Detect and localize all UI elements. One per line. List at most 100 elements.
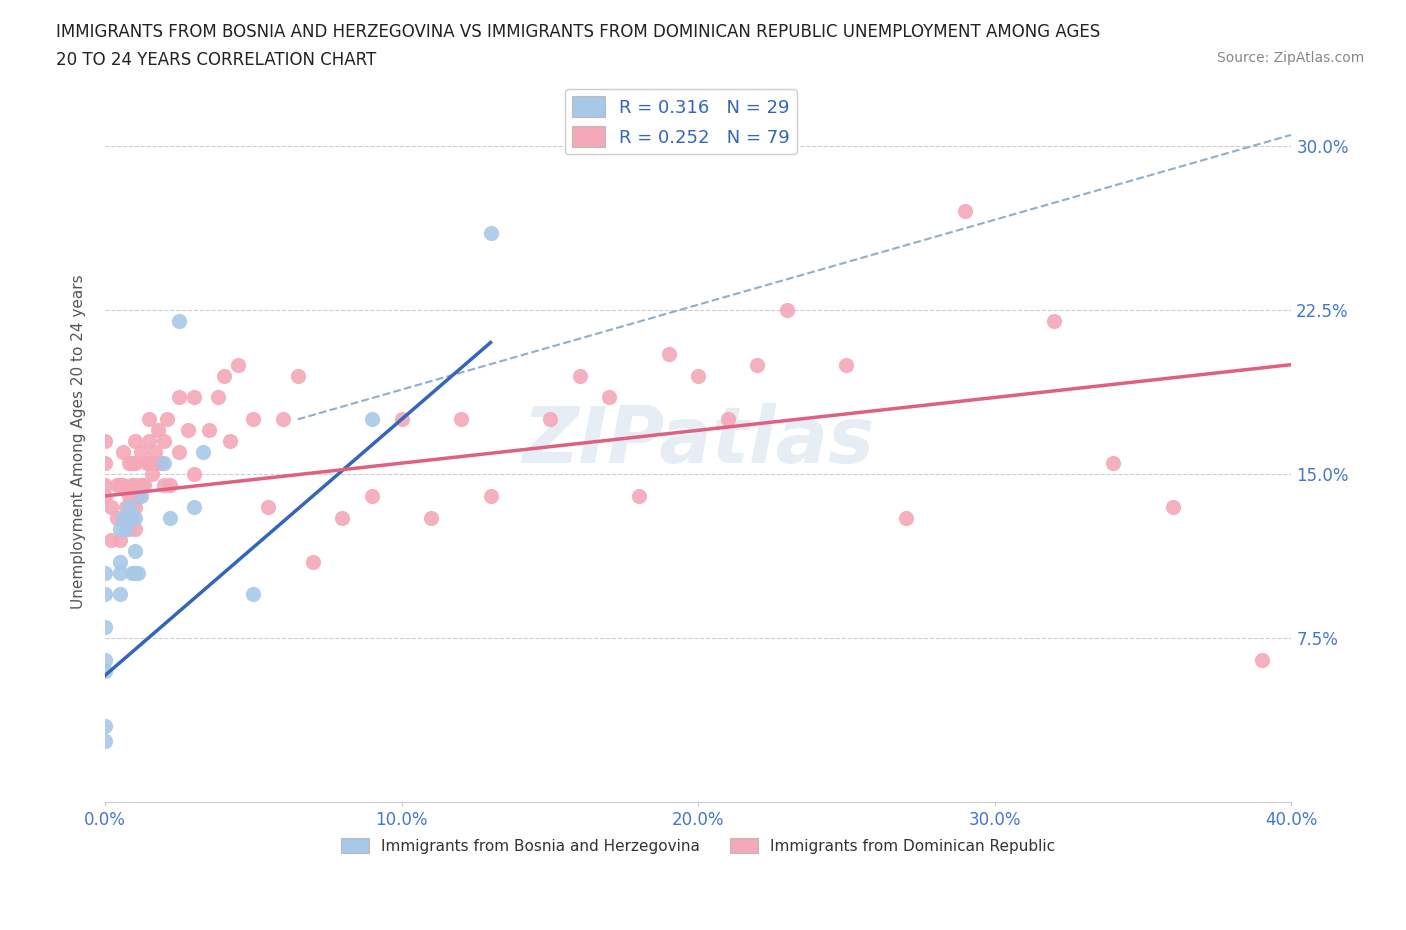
Point — [129, 445, 152, 459]
Point — [121, 456, 143, 471]
Point — [138, 456, 160, 471]
Point — [105, 511, 128, 525]
Point — [138, 433, 160, 448]
Point — [94, 734, 117, 749]
Point — [129, 478, 152, 493]
Point — [150, 456, 173, 471]
Point — [207, 390, 229, 405]
Point — [953, 204, 976, 219]
Point — [124, 565, 146, 580]
Point — [183, 499, 205, 514]
Point — [94, 456, 117, 471]
Point — [479, 226, 502, 241]
Point — [94, 478, 117, 493]
Point — [141, 467, 163, 482]
Point — [159, 478, 181, 493]
Y-axis label: Unemployment Among Ages 20 to 24 years: Unemployment Among Ages 20 to 24 years — [72, 274, 86, 608]
Point — [124, 478, 146, 493]
Point — [118, 499, 141, 514]
Text: Source: ZipAtlas.com: Source: ZipAtlas.com — [1216, 51, 1364, 65]
Point — [657, 346, 679, 361]
Point — [94, 620, 117, 635]
Point — [301, 554, 323, 569]
Point — [177, 423, 200, 438]
Point — [287, 368, 309, 383]
Point — [167, 390, 190, 405]
Point — [688, 368, 710, 383]
Point — [111, 478, 134, 493]
Point — [111, 511, 134, 525]
Point — [1250, 653, 1272, 668]
Point — [118, 488, 141, 503]
Point — [108, 554, 131, 569]
Point — [330, 511, 353, 525]
Point — [145, 445, 167, 459]
Point — [153, 456, 176, 471]
Point — [127, 488, 149, 503]
Point — [132, 478, 155, 493]
Point — [420, 511, 443, 525]
Point — [183, 467, 205, 482]
Point — [198, 423, 221, 438]
Legend: Immigrants from Bosnia and Herzegovina, Immigrants from Dominican Republic: Immigrants from Bosnia and Herzegovina, … — [335, 831, 1062, 859]
Point — [148, 423, 170, 438]
Point — [127, 565, 149, 580]
Point — [138, 412, 160, 427]
Point — [479, 488, 502, 503]
Point — [108, 478, 131, 493]
Point — [228, 357, 250, 372]
Point — [1043, 313, 1066, 328]
Point — [124, 456, 146, 471]
Point — [129, 488, 152, 503]
Point — [776, 302, 799, 317]
Point — [121, 511, 143, 525]
Text: ZIPatlas: ZIPatlas — [522, 404, 875, 479]
Point — [894, 511, 917, 525]
Point — [538, 412, 561, 427]
Point — [94, 587, 117, 602]
Point — [148, 456, 170, 471]
Point — [100, 532, 122, 547]
Point — [121, 565, 143, 580]
Point — [242, 412, 264, 427]
Point — [257, 499, 280, 514]
Point — [391, 412, 413, 427]
Point — [114, 499, 136, 514]
Point — [124, 543, 146, 558]
Point — [118, 456, 141, 471]
Point — [361, 488, 384, 503]
Point — [450, 412, 472, 427]
Point — [124, 499, 146, 514]
Text: IMMIGRANTS FROM BOSNIA AND HERZEGOVINA VS IMMIGRANTS FROM DOMINICAN REPUBLIC UNE: IMMIGRANTS FROM BOSNIA AND HERZEGOVINA V… — [56, 23, 1101, 41]
Point — [167, 445, 190, 459]
Point — [118, 511, 141, 525]
Point — [108, 522, 131, 537]
Point — [1102, 456, 1125, 471]
Point — [100, 499, 122, 514]
Point — [124, 511, 146, 525]
Point — [94, 664, 117, 679]
Point — [218, 433, 240, 448]
Point — [271, 412, 294, 427]
Point — [121, 478, 143, 493]
Point — [124, 433, 146, 448]
Point — [114, 522, 136, 537]
Point — [108, 532, 131, 547]
Point — [1161, 499, 1184, 514]
Point — [94, 433, 117, 448]
Point — [94, 653, 117, 668]
Point — [568, 368, 591, 383]
Point — [135, 456, 157, 471]
Point — [108, 587, 131, 602]
Point — [747, 357, 769, 372]
Point — [361, 412, 384, 427]
Point — [153, 433, 176, 448]
Point — [105, 478, 128, 493]
Point — [156, 412, 179, 427]
Point — [191, 445, 214, 459]
Point — [94, 565, 117, 580]
Point — [835, 357, 858, 372]
Point — [717, 412, 740, 427]
Point — [167, 313, 190, 328]
Point — [124, 522, 146, 537]
